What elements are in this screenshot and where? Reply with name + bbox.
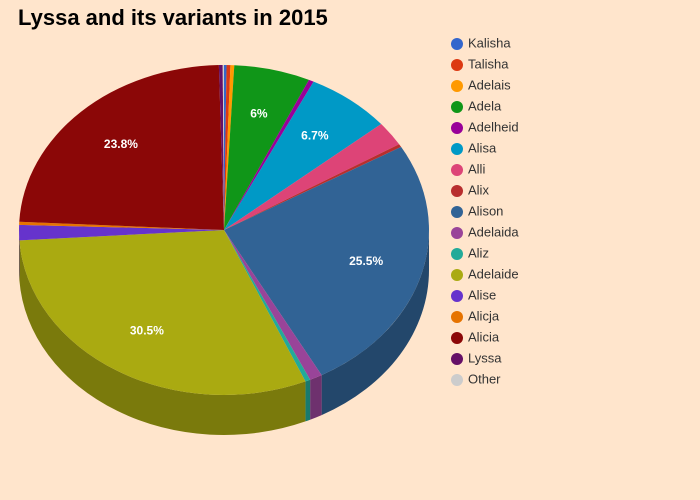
slice xyxy=(224,146,429,376)
legend-label: Adelaida xyxy=(468,224,519,239)
slice-label: 30.5% xyxy=(130,323,164,337)
slice xyxy=(224,65,309,230)
pie-sides xyxy=(19,230,429,435)
legend-marker xyxy=(451,290,463,302)
legend-label: Talisha xyxy=(468,56,509,71)
legend-label: Alix xyxy=(468,182,489,197)
slice xyxy=(224,65,235,230)
chart-title: Lyssa and its variants in 2015 xyxy=(18,5,328,30)
legend-label: Adelheid xyxy=(468,119,519,134)
legend-marker xyxy=(451,122,463,134)
legend-marker xyxy=(451,59,463,71)
legend-item: Alix xyxy=(451,182,489,197)
legend-marker xyxy=(451,101,463,113)
legend-label: Lyssa xyxy=(468,350,502,365)
legend-item: Talisha xyxy=(451,56,509,71)
legend-marker xyxy=(451,269,463,281)
legend-label: Alicia xyxy=(468,329,500,344)
slice-label: 23.8% xyxy=(104,137,138,151)
legend-label: Alicja xyxy=(468,308,500,323)
legend-marker xyxy=(451,353,463,365)
slice xyxy=(19,224,225,241)
legend-item: Other xyxy=(451,371,501,386)
legend-label: Alise xyxy=(468,287,496,302)
legend-item: Adelais xyxy=(451,77,511,92)
legend-item: Adelheid xyxy=(451,119,519,134)
slice-label: 6% xyxy=(250,107,268,121)
slice xyxy=(224,124,400,230)
legend-label: Alli xyxy=(468,161,485,176)
legend-label: Adelaide xyxy=(468,266,519,281)
legend-item: Adela xyxy=(451,98,502,113)
legend-label: Aliz xyxy=(468,245,489,260)
slice xyxy=(224,65,227,230)
legend-marker xyxy=(451,206,463,218)
slice xyxy=(224,81,382,230)
legend-item: Adelaide xyxy=(451,266,519,281)
legend-item: Alicja xyxy=(451,308,500,323)
legend-marker xyxy=(451,332,463,344)
legend-item: Adelaida xyxy=(451,224,519,239)
slice xyxy=(224,79,314,230)
legend-marker xyxy=(451,38,463,50)
legend-label: Other xyxy=(468,371,501,386)
legend-item: Kalisha xyxy=(451,35,511,50)
slice xyxy=(224,230,322,380)
slice xyxy=(224,65,231,230)
legend-label: Alisa xyxy=(468,140,497,155)
legend-marker xyxy=(451,143,463,155)
legend-item: Alli xyxy=(451,161,485,176)
legend-item: Aliz xyxy=(451,245,489,260)
legend-item: Alisa xyxy=(451,140,497,155)
legend-item: Alicia xyxy=(451,329,500,344)
legend-marker xyxy=(451,164,463,176)
slice-side xyxy=(321,230,429,416)
slice-labels: 6% 6.7% 25.5% 30.5% 23.8% xyxy=(104,107,384,338)
slice xyxy=(224,230,311,382)
slice xyxy=(218,65,224,230)
legend-label: Adelais xyxy=(468,77,511,92)
slice xyxy=(19,221,225,230)
legend-label: Alison xyxy=(468,203,503,218)
slice-side xyxy=(305,379,311,422)
slice xyxy=(224,144,402,230)
slice xyxy=(222,65,224,230)
legend-item: Lyssa xyxy=(451,350,502,365)
slice-label: 6.7% xyxy=(301,129,329,143)
slice-label: 25.5% xyxy=(349,254,383,268)
slice-side xyxy=(19,240,306,435)
legend-marker xyxy=(451,248,463,260)
legend-marker xyxy=(451,185,463,197)
slice xyxy=(19,230,306,395)
legend-item: Alison xyxy=(451,203,503,218)
legend-label: Adela xyxy=(468,98,502,113)
pie-tops xyxy=(19,65,429,395)
legend-item: Alise xyxy=(451,287,496,302)
slice-side xyxy=(310,375,322,420)
slice xyxy=(19,65,224,230)
legend-marker xyxy=(451,227,463,239)
legend-marker xyxy=(451,374,463,386)
legend-marker xyxy=(451,311,463,323)
legend-marker xyxy=(451,80,463,92)
legend: Kalisha Talisha Adelais Adela Adelheid Alisa A… xyxy=(451,35,519,386)
legend-label: Kalisha xyxy=(468,35,511,50)
